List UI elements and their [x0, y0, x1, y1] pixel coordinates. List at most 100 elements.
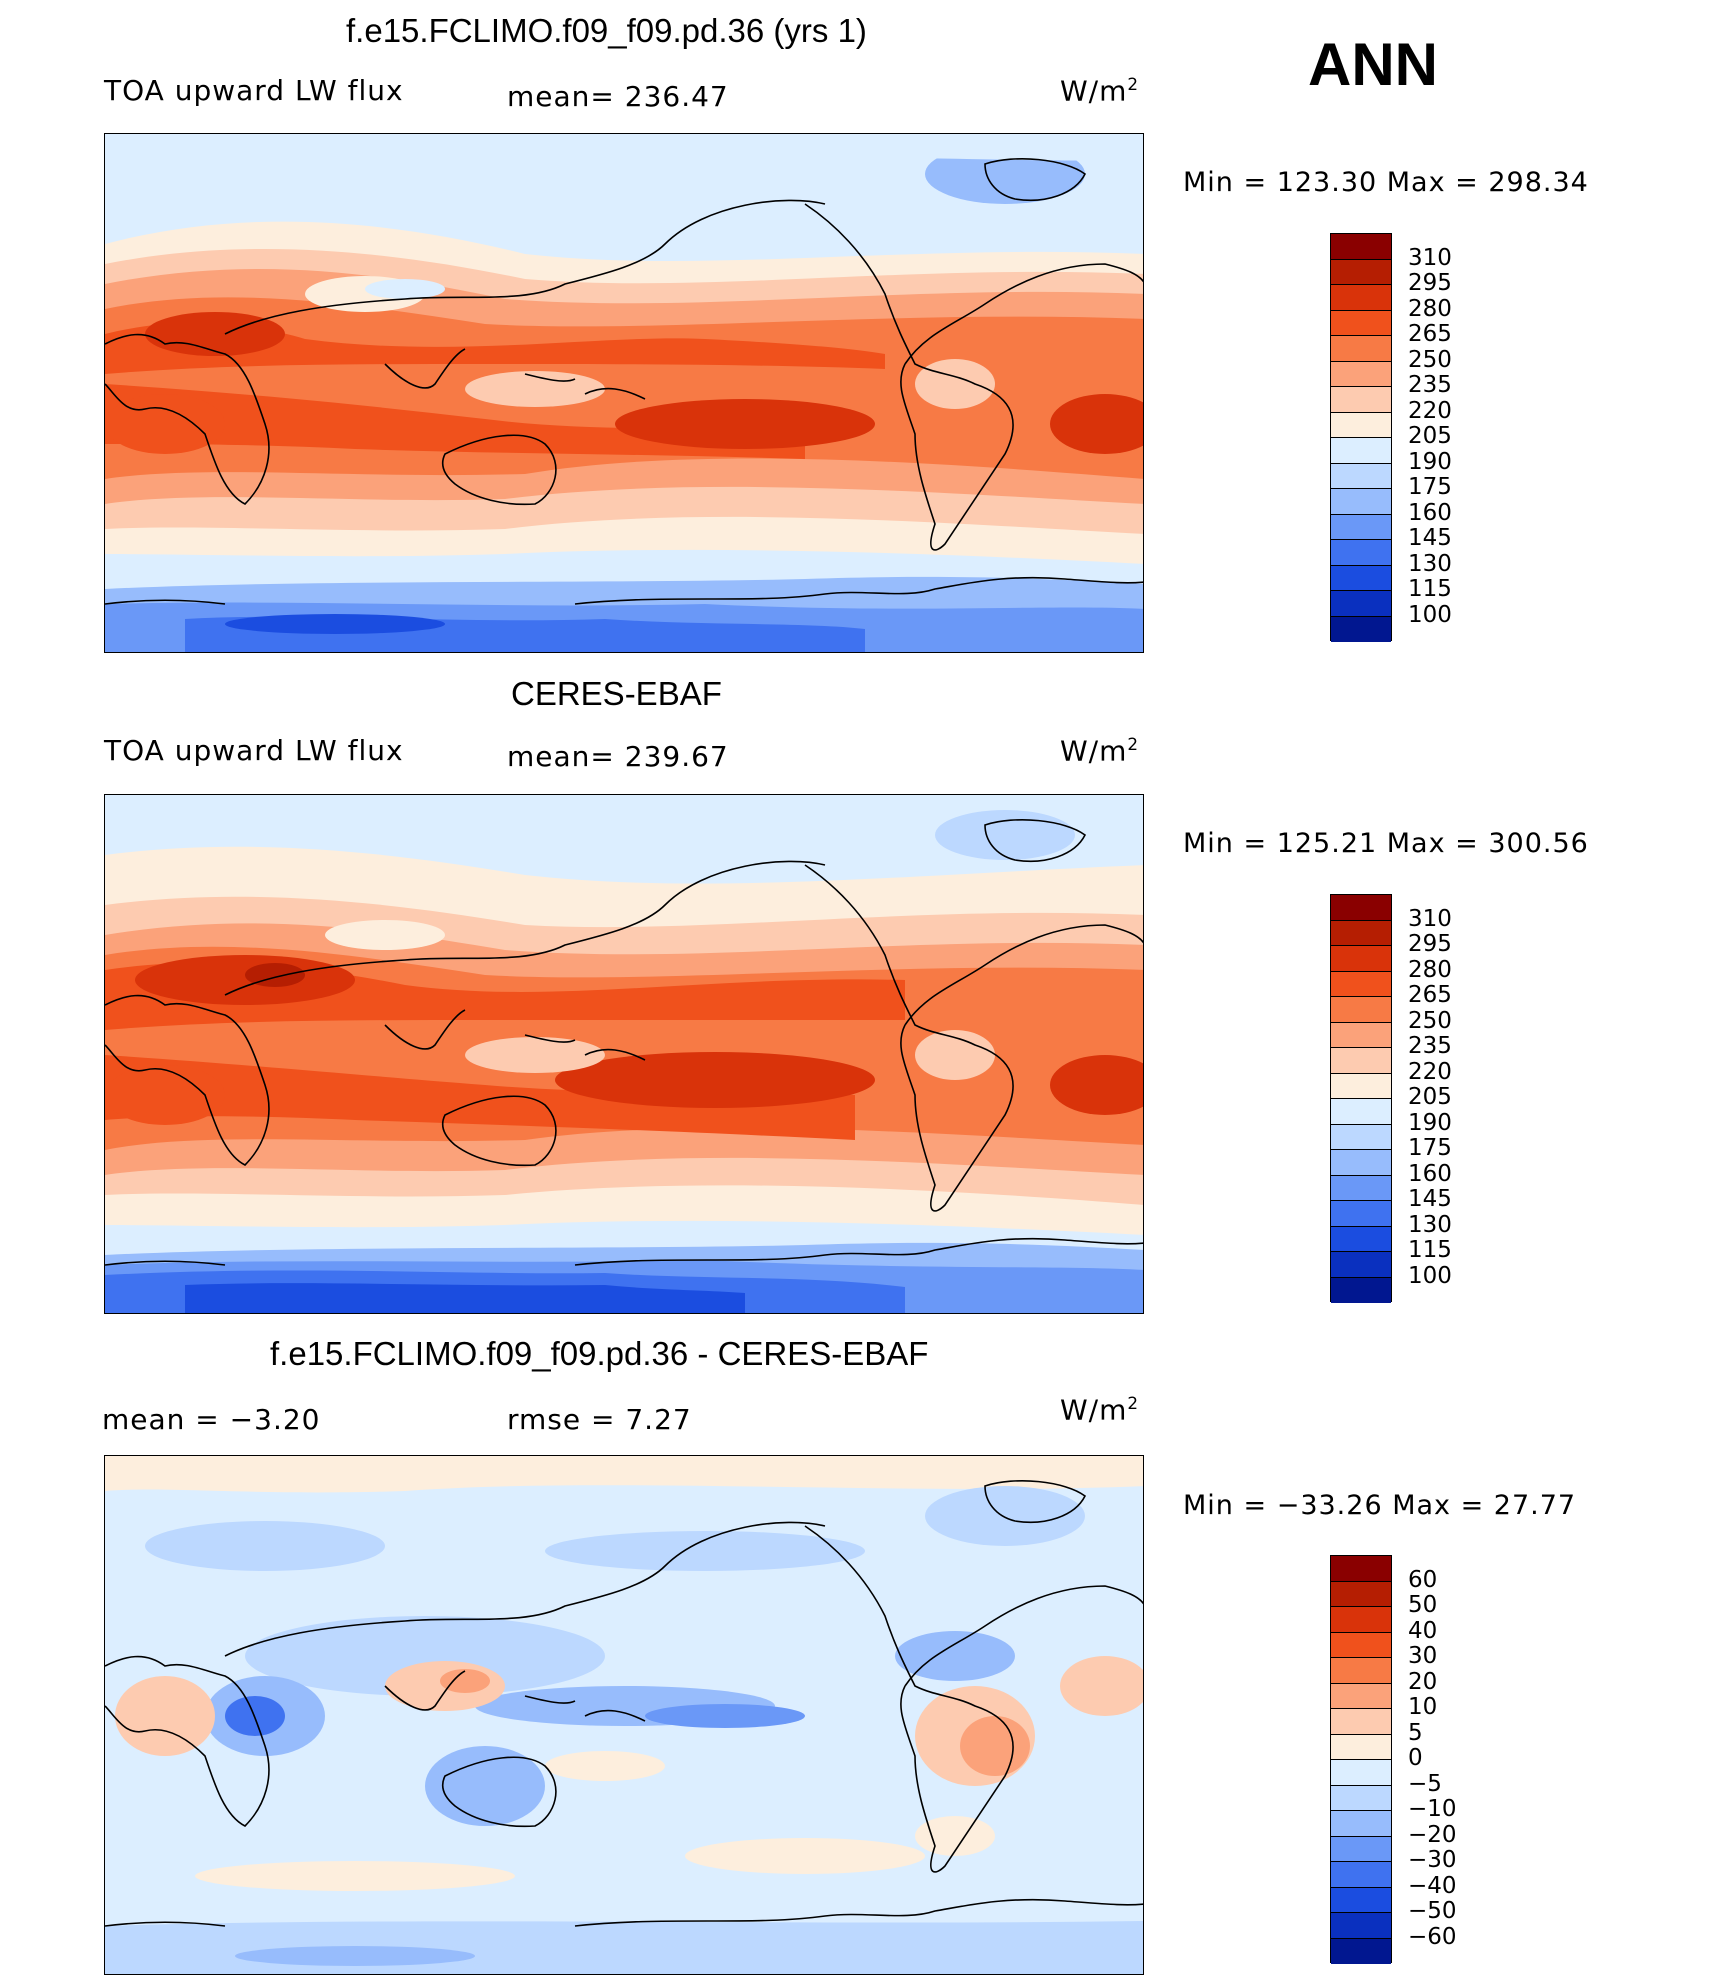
colorbar-swatch — [1331, 565, 1391, 591]
colorbar-swatch — [1331, 1913, 1391, 1939]
colorbar-tick-label: 205 — [1408, 423, 1452, 449]
colorbar-tick-label: 190 — [1408, 1109, 1452, 1136]
colorbar-swatch — [1331, 1124, 1391, 1150]
panel1-mean-label: mean= 236.47 — [507, 80, 729, 113]
colorbar-swatch — [1331, 285, 1391, 311]
colorbar-swatch — [1331, 489, 1391, 515]
colorbar-swatch — [1331, 514, 1391, 540]
colorbar-swatch — [1331, 1556, 1391, 1582]
panel2-mean-label: mean= 239.67 — [507, 740, 729, 773]
colorbar-tick-label: −30 — [1408, 1847, 1457, 1873]
panel2-variable-label: TOA upward LW flux — [104, 734, 404, 767]
colorbar-tick-label: 280 — [1408, 295, 1452, 322]
colorbar-tick-label: 40 — [1408, 1617, 1438, 1644]
colorbar-swatch — [1331, 1099, 1391, 1125]
panel2-colorbar — [1330, 894, 1392, 1303]
panel1-variable-label: TOA upward LW flux — [104, 74, 404, 107]
panel2-minmax: Min = 125.21 Max = 300.56 — [1183, 828, 1589, 859]
colorbar-swatch — [1331, 387, 1391, 413]
colorbar-tick-label: 175 — [1408, 474, 1452, 500]
panel1-minmax: Min = 123.30 Max = 298.34 — [1183, 167, 1589, 198]
colorbar-tick-label: 295 — [1408, 270, 1452, 296]
colorbar-tick-label: 280 — [1408, 956, 1452, 983]
colorbar-tick-label: 160 — [1408, 1160, 1452, 1187]
colorbar-tick-label: −40 — [1408, 1872, 1457, 1899]
colorbar-tick-label: 0 — [1408, 1745, 1423, 1771]
colorbar-tick-label: 190 — [1408, 448, 1452, 475]
colorbar-tick-label: 265 — [1408, 321, 1452, 347]
panel3-units: W/m2 — [1060, 1393, 1140, 1427]
colorbar-swatch — [1331, 1048, 1391, 1074]
colorbar-swatch — [1331, 971, 1391, 997]
colorbar-swatch — [1331, 1811, 1391, 1837]
colorbar-tick-label: −5 — [1408, 1770, 1442, 1797]
colorbar-swatch — [1331, 1632, 1391, 1658]
colorbar-swatch — [1331, 1683, 1391, 1709]
colorbar-tick-label: 295 — [1408, 931, 1452, 957]
colorbar-swatch — [1331, 412, 1391, 438]
colorbar-swatch — [1331, 234, 1391, 260]
colorbar-tick-label: −50 — [1408, 1898, 1457, 1924]
colorbar-swatch — [1331, 1862, 1391, 1888]
colorbar-tick-label: 235 — [1408, 1033, 1452, 1059]
colorbar-tick-label: 30 — [1408, 1643, 1438, 1669]
colorbar-tick-label: 265 — [1408, 982, 1452, 1008]
colorbar-swatch — [1331, 616, 1391, 642]
colorbar-swatch — [1331, 946, 1391, 972]
colorbar-swatch — [1331, 1150, 1391, 1176]
colorbar-tick-label: −10 — [1408, 1796, 1457, 1822]
colorbar-tick-label: −20 — [1408, 1821, 1457, 1848]
panel2-title: CERES-EBAF — [511, 675, 722, 712]
colorbar-tick-label: 145 — [1408, 525, 1452, 551]
colorbar-swatch — [1331, 1175, 1391, 1201]
colorbar-tick-label: 220 — [1408, 397, 1452, 424]
colorbar-swatch — [1331, 1607, 1391, 1633]
colorbar-swatch — [1331, 259, 1391, 285]
colorbar-tick-label: 10 — [1408, 1694, 1438, 1720]
colorbar-swatch — [1331, 1785, 1391, 1811]
colorbar-swatch — [1331, 1073, 1391, 1099]
colorbar-swatch — [1331, 920, 1391, 946]
colorbar-tick-label: 220 — [1408, 1058, 1452, 1085]
colorbar-swatch — [1331, 1836, 1391, 1862]
colorbar-swatch — [1331, 310, 1391, 336]
season-label: ANN — [1308, 31, 1438, 98]
colorbar-tick-label: 310 — [1408, 905, 1452, 932]
colorbar-swatch — [1331, 1226, 1391, 1252]
colorbar-swatch — [1331, 1022, 1391, 1048]
panel1-title: f.e15.FCLIMO.f09_f09.pd.36 (yrs 1) — [346, 12, 867, 49]
panel3-mean-label: mean = −3.20 — [102, 1403, 321, 1436]
colorbar-tick-label: 100 — [1408, 1262, 1452, 1289]
colorbar-tick-label: 250 — [1408, 1007, 1452, 1034]
panel1-colorbar — [1330, 233, 1392, 642]
panel3-minmax: Min = −33.26 Max = 27.77 — [1183, 1490, 1577, 1521]
panel3-rmse-label: rmse = 7.27 — [507, 1403, 692, 1436]
colorbar-tick-label: 250 — [1408, 346, 1452, 373]
colorbar-tick-label: 160 — [1408, 499, 1452, 526]
colorbar-tick-label: 235 — [1408, 372, 1452, 398]
colorbar-swatch — [1331, 1581, 1391, 1607]
colorbar-tick-label: 100 — [1408, 601, 1452, 628]
colorbar-swatch — [1331, 540, 1391, 566]
colorbar-tick-label: 115 — [1408, 576, 1452, 602]
colorbar-tick-label: 5 — [1408, 1719, 1423, 1746]
colorbar-tick-label: 175 — [1408, 1135, 1452, 1161]
panel3-title: f.e15.FCLIMO.f09_f09.pd.36 - CERES-EBAF — [270, 1335, 929, 1372]
colorbar-swatch — [1331, 1709, 1391, 1735]
colorbar-tick-label: 50 — [1408, 1592, 1438, 1618]
panel2-map — [104, 794, 1144, 1314]
colorbar-swatch — [1331, 895, 1391, 921]
colorbar-swatch — [1331, 361, 1391, 387]
colorbar-swatch — [1331, 1938, 1391, 1964]
colorbar-swatch — [1331, 997, 1391, 1023]
colorbar-swatch — [1331, 1252, 1391, 1278]
colorbar-swatch — [1331, 463, 1391, 489]
colorbar-tick-label: 60 — [1408, 1566, 1438, 1593]
colorbar-tick-label: 130 — [1408, 1211, 1452, 1238]
colorbar-swatch — [1331, 591, 1391, 617]
colorbar-swatch — [1331, 438, 1391, 464]
panel2-units: W/m2 — [1060, 734, 1140, 768]
panel3-colorbar — [1330, 1555, 1392, 1964]
panel3-map — [104, 1455, 1144, 1975]
colorbar-tick-label: 310 — [1408, 244, 1452, 271]
